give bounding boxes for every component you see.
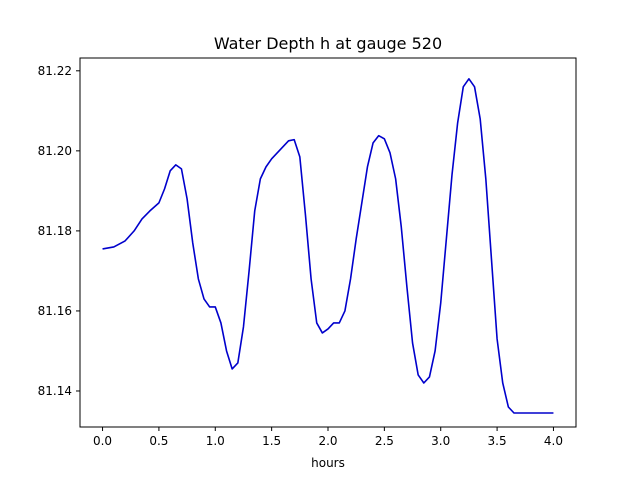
y-tick-label: 81.14 bbox=[38, 384, 72, 398]
x-tick-label: 2.0 bbox=[318, 434, 337, 448]
x-tick-label: 4.0 bbox=[544, 434, 563, 448]
plot-frame bbox=[79, 57, 577, 428]
x-tick-label: 0.5 bbox=[149, 434, 168, 448]
x-tick-label: 3.5 bbox=[488, 434, 507, 448]
x-tick-label: 0.0 bbox=[93, 434, 112, 448]
x-tick-label: 1.0 bbox=[206, 434, 225, 448]
x-axis: 0.0 0.5 1.0 1.5 2.0 2.5 3.0 3.5 4.0 bbox=[93, 427, 563, 448]
y-axis: 81.14 81.16 81.18 81.20 81.22 bbox=[38, 64, 80, 398]
series-line-0 bbox=[102, 78, 554, 414]
y-tick-label: 81.18 bbox=[38, 224, 72, 238]
x-tick-label: 2.5 bbox=[375, 434, 394, 448]
y-tick-label: 81.16 bbox=[38, 304, 72, 318]
x-tick-label: 3.0 bbox=[431, 434, 450, 448]
plot-area bbox=[102, 78, 554, 414]
y-tick-label: 81.22 bbox=[38, 64, 72, 78]
x-tick-label: 1.5 bbox=[262, 434, 281, 448]
y-tick-label: 81.20 bbox=[38, 144, 72, 158]
x-axis-label: hours bbox=[311, 456, 345, 470]
chart-title: Water Depth h at gauge 520 bbox=[214, 34, 442, 53]
